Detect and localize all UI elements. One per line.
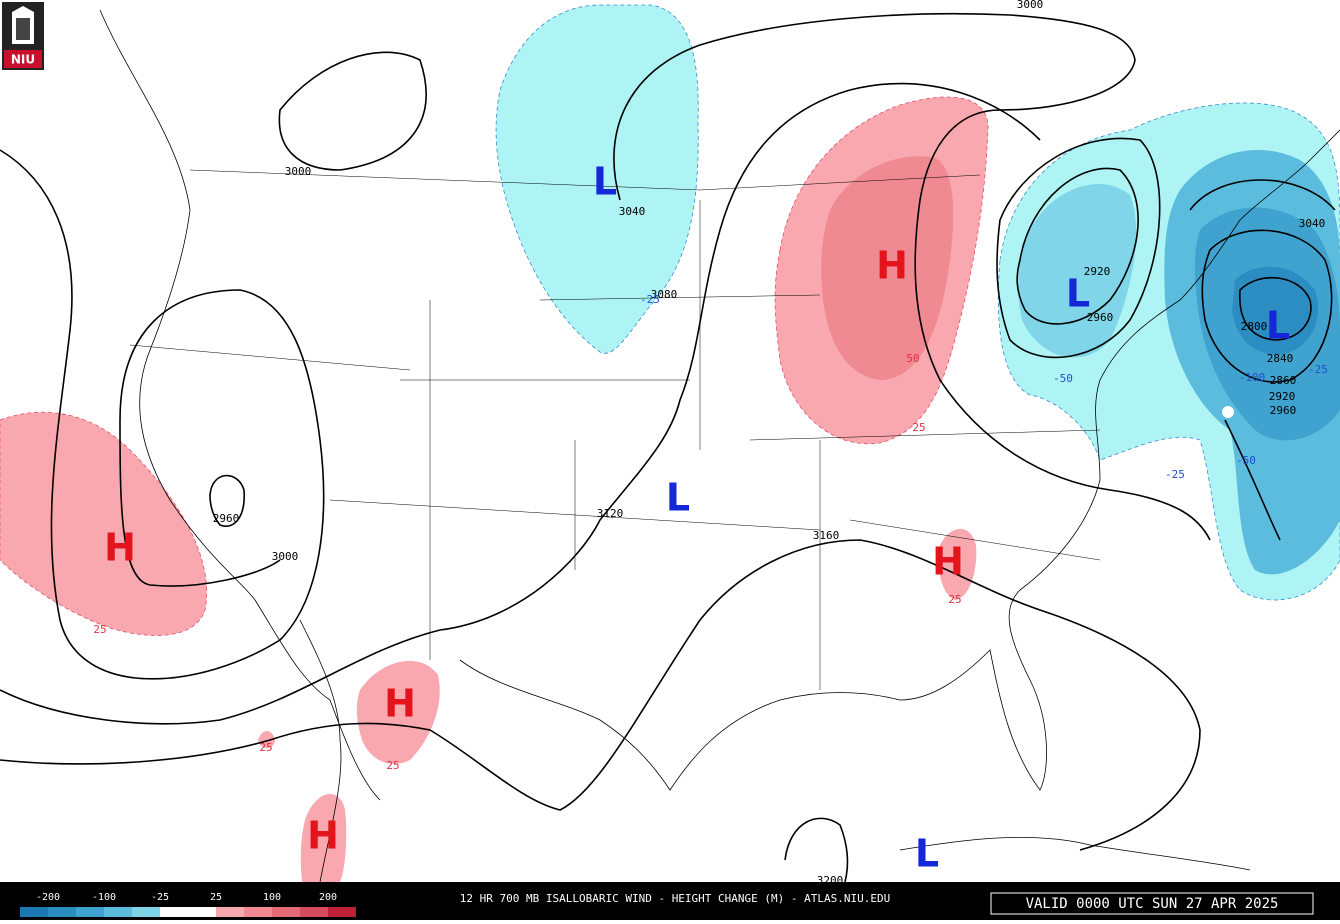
- pressure-center: L: [1066, 272, 1090, 316]
- height-label: 3040: [619, 205, 646, 218]
- colorbar-swatch: [216, 907, 244, 917]
- valid-time: VALID 0000 UTC SUN 27 APR 2025: [1026, 896, 1279, 912]
- colorbar-swatch: [76, 907, 104, 917]
- height-label: 2840: [1267, 352, 1294, 365]
- change-label: 25: [948, 593, 961, 606]
- change-label: -50: [1236, 454, 1256, 467]
- height-label: 2960: [213, 512, 240, 525]
- colorbar: -200 -100 -25 25 100 200: [20, 892, 356, 917]
- height-label: 3160: [813, 529, 840, 542]
- pressure-center: H: [384, 682, 416, 726]
- height-label: 2960: [1087, 311, 1114, 324]
- pressure-center: H: [104, 526, 136, 570]
- change-label: -100: [1239, 371, 1266, 384]
- change-label: 25: [386, 759, 399, 772]
- valid-box: [990, 892, 1314, 915]
- colorbar-swatch: [188, 907, 216, 917]
- colorbar-swatch: [48, 907, 76, 917]
- change-label: 50: [906, 352, 919, 365]
- logo-badge: [4, 50, 42, 68]
- pressure-center: H: [876, 244, 908, 288]
- colorbar-swatch: [20, 907, 48, 917]
- height-label: 2920: [1269, 390, 1296, 403]
- height-label: 2860: [1270, 374, 1297, 387]
- pressure-center: H: [932, 540, 964, 584]
- change-label: -25: [640, 293, 660, 306]
- height-label: 2920: [1084, 265, 1111, 278]
- height-label: 3040: [1299, 217, 1326, 230]
- height-label: 3000: [272, 550, 299, 563]
- colorbar-swatch: [160, 907, 188, 917]
- change-label: 25: [259, 741, 272, 754]
- height-change-shading: [0, 4, 1340, 882]
- colorbar-label: -100: [92, 892, 116, 903]
- colorbar-swatch: [328, 907, 356, 917]
- colorbar-label: 100: [263, 892, 281, 903]
- change-label: -25: [1308, 363, 1328, 376]
- height-label: 3000: [285, 165, 312, 178]
- colorbar-label: -200: [36, 892, 60, 903]
- change-label: 25: [93, 623, 106, 636]
- pressure-center: L: [1266, 304, 1290, 348]
- colorbar-swatch: [272, 907, 300, 917]
- logo-window: [16, 18, 30, 40]
- height-label: 2960: [1270, 404, 1297, 417]
- change-label: 25: [912, 421, 925, 434]
- height-label: 3080: [651, 288, 678, 301]
- logo: NIU: [2, 2, 44, 70]
- height-label: 2800: [1241, 320, 1268, 333]
- colorbar-swatch: [244, 907, 272, 917]
- map-title: 12 HR 700 MB ISALLOBARIC WIND - HEIGHT C…: [460, 892, 890, 905]
- colorbar-label: 200: [319, 892, 337, 903]
- logo-text: NIU: [11, 53, 35, 67]
- colorbar-swatch: [104, 907, 132, 917]
- colorbar-swatch: [300, 907, 328, 917]
- change-label: -50: [1053, 372, 1073, 385]
- colorbar-swatch: [132, 907, 160, 917]
- colorbar-label: -25: [151, 892, 169, 903]
- height-label: 3120: [597, 507, 624, 520]
- height-contours: [0, 12, 1336, 883]
- pressure-center: L: [666, 476, 690, 520]
- pressure-center: L: [915, 832, 939, 876]
- change-label: -25: [1165, 468, 1185, 481]
- pressure-center: H: [307, 814, 339, 858]
- labels: 3000300030403080312031603200296030002920…: [93, 0, 1328, 887]
- pressure-center: L: [593, 160, 617, 204]
- height-label: 3000: [1017, 0, 1044, 11]
- colorbar-label: 25: [210, 892, 222, 903]
